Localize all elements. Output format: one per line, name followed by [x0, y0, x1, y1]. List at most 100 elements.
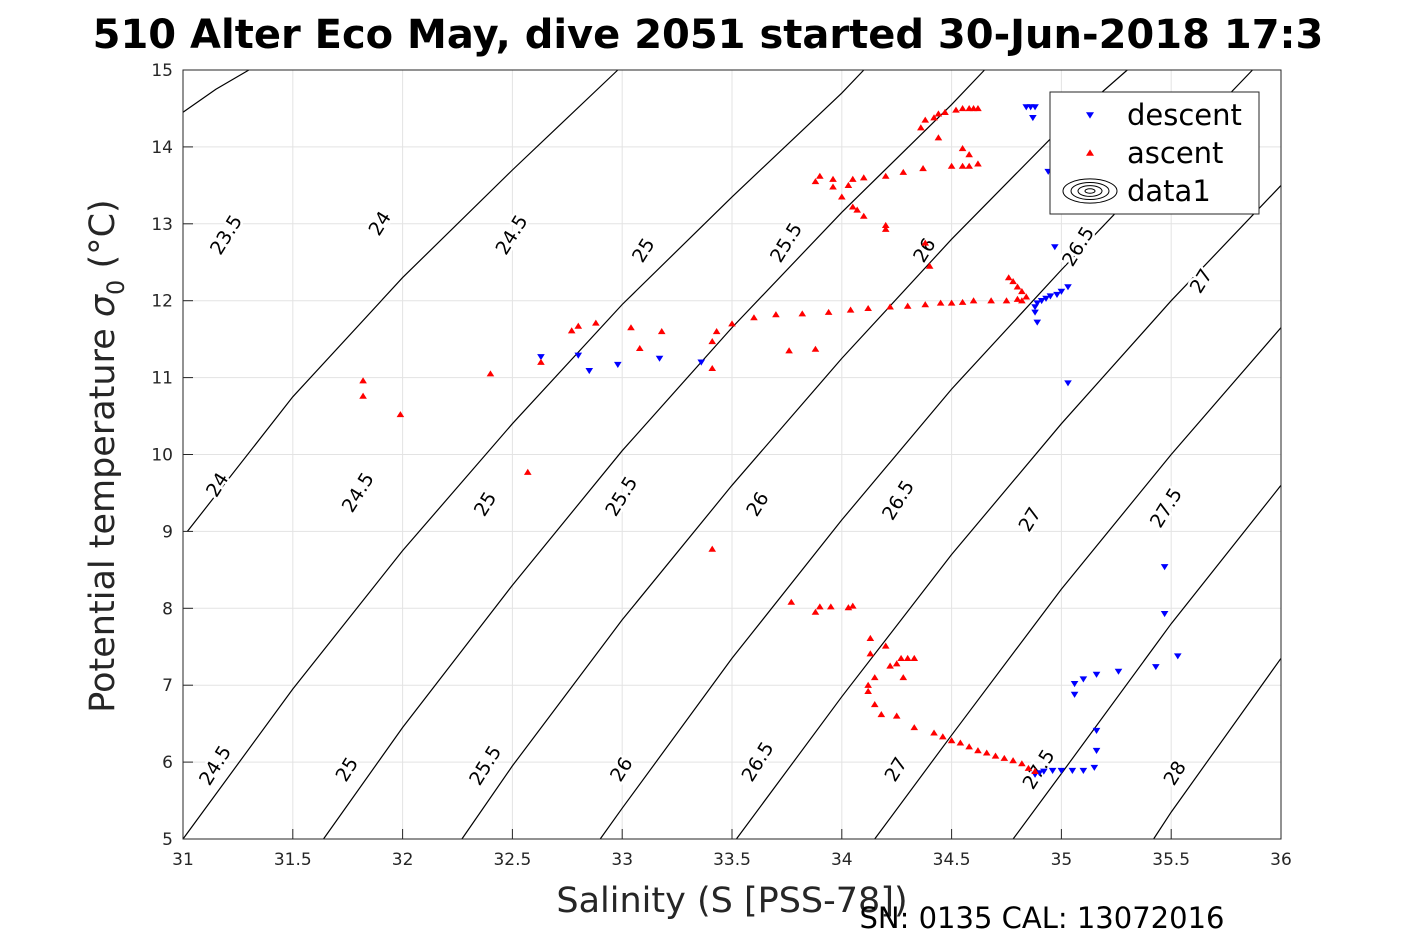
ascent-point — [853, 206, 861, 213]
y-axis-label-subscript: 0 — [102, 280, 130, 295]
legend-descent-marker — [1086, 112, 1094, 119]
ascent-point — [881, 642, 890, 649]
descent-point — [614, 361, 622, 368]
x-tick-label: 32 — [392, 850, 414, 870]
legend-data1-label: data1 — [1127, 174, 1211, 208]
ascent-point — [816, 172, 824, 179]
ascent-point — [903, 654, 912, 661]
descent-point — [1068, 767, 1077, 774]
ascent-point — [1024, 764, 1033, 771]
ascent-point — [838, 193, 846, 200]
ascent-point — [974, 160, 982, 167]
ascent-point — [956, 739, 965, 746]
ascent-point — [848, 175, 857, 182]
ascent-point — [917, 124, 925, 131]
x-tick-label: 35 — [1051, 850, 1073, 870]
ascent-point — [592, 319, 600, 326]
ascent-point — [1031, 767, 1039, 774]
ascent-point — [708, 364, 717, 372]
descent-point — [1053, 291, 1061, 298]
ascent-point — [934, 134, 943, 141]
ascent-point — [844, 604, 853, 611]
ascent-point — [824, 308, 833, 315]
y-tick-label: 13 — [151, 215, 173, 235]
ascent-point — [939, 733, 947, 740]
ascent-point — [899, 674, 908, 681]
ascent-point — [567, 327, 576, 334]
ascent-point — [965, 105, 973, 112]
ascent-point — [798, 310, 807, 317]
ascent-point — [903, 302, 912, 309]
ascent-point — [772, 311, 780, 318]
legend-descent-label: descent — [1127, 98, 1242, 132]
ascent-point — [359, 392, 367, 399]
ascent-point — [1018, 297, 1026, 304]
x-tick-label: 34 — [831, 850, 853, 870]
ascent-point — [910, 724, 919, 731]
ascent-point — [892, 660, 901, 667]
ascent-point — [486, 370, 495, 377]
ascent-point — [941, 108, 949, 115]
ascent-point — [574, 322, 583, 329]
descent-point — [1079, 767, 1088, 774]
descent-point — [1031, 304, 1039, 311]
legend: descent ascent data1 — [1049, 91, 1260, 215]
y-tick-label: 12 — [151, 292, 173, 312]
descent-point — [1046, 293, 1055, 300]
ascent-point — [787, 598, 796, 605]
descent-point — [1035, 770, 1044, 777]
ascent-point — [974, 747, 982, 754]
y-tick-label: 15 — [151, 61, 173, 81]
contour-line-28 — [1153, 657, 1282, 840]
ascent-point — [947, 162, 956, 169]
legend-contour-icon — [1070, 181, 1110, 201]
contour-line-26.5 — [735, 184, 1282, 840]
ascent-point — [1000, 754, 1009, 761]
descent-point — [1033, 300, 1042, 307]
y-tick-label: 8 — [162, 599, 173, 619]
ascent-point — [1013, 295, 1022, 302]
legend-ascent-label: ascent — [1127, 136, 1223, 170]
descent-point — [1048, 767, 1057, 774]
ascent-point — [910, 654, 919, 661]
x-axis-ticks: 31 31.5 32 32.5 33 33.5 34 34.5 35 35.5 36 — [172, 829, 1292, 870]
y-tick-label: 5 — [162, 830, 173, 850]
x-tick-label: 33.5 — [713, 850, 751, 870]
descent-point — [1160, 564, 1169, 571]
ascent-point — [523, 468, 532, 475]
descent-point — [1057, 767, 1066, 774]
legend-contour-icon — [1077, 185, 1103, 197]
descent-point — [1031, 309, 1039, 316]
ascent-point — [877, 711, 886, 718]
y-axis-label-symbol: σ — [83, 293, 123, 317]
ascent-point — [864, 681, 872, 688]
ascent-point — [936, 299, 945, 306]
ascent-point — [1013, 283, 1022, 290]
x-tick-label: 34.5 — [933, 850, 971, 870]
ascent-point — [921, 301, 930, 308]
ascent-point — [359, 377, 367, 384]
descent-point — [1064, 380, 1072, 387]
chart-title: 510 Alter Eco May, dive 2051 started 30-… — [93, 12, 1324, 58]
descent-point — [655, 355, 664, 362]
ascent-point — [848, 602, 857, 609]
descent-point — [1064, 284, 1072, 291]
ascent-point — [750, 314, 758, 321]
x-tick-label: 33 — [611, 850, 633, 870]
ascent-point — [811, 345, 820, 352]
descent-point — [1033, 319, 1042, 326]
x-tick-label: 31.5 — [274, 850, 312, 870]
ascent-point — [1018, 288, 1026, 295]
descent-point — [1057, 288, 1066, 295]
ascent-point — [1009, 757, 1017, 764]
ascent-point — [1002, 297, 1011, 304]
contour-line-24 — [186, 69, 619, 532]
ascent-point — [947, 299, 956, 306]
ascent-point — [844, 181, 853, 189]
ascent-point — [919, 165, 927, 172]
ascent-point — [811, 608, 820, 615]
legend-contour-icon — [1062, 178, 1118, 204]
ascent-point — [827, 603, 835, 610]
x-tick-label: 36 — [1270, 850, 1292, 870]
ascent-point — [899, 168, 908, 175]
